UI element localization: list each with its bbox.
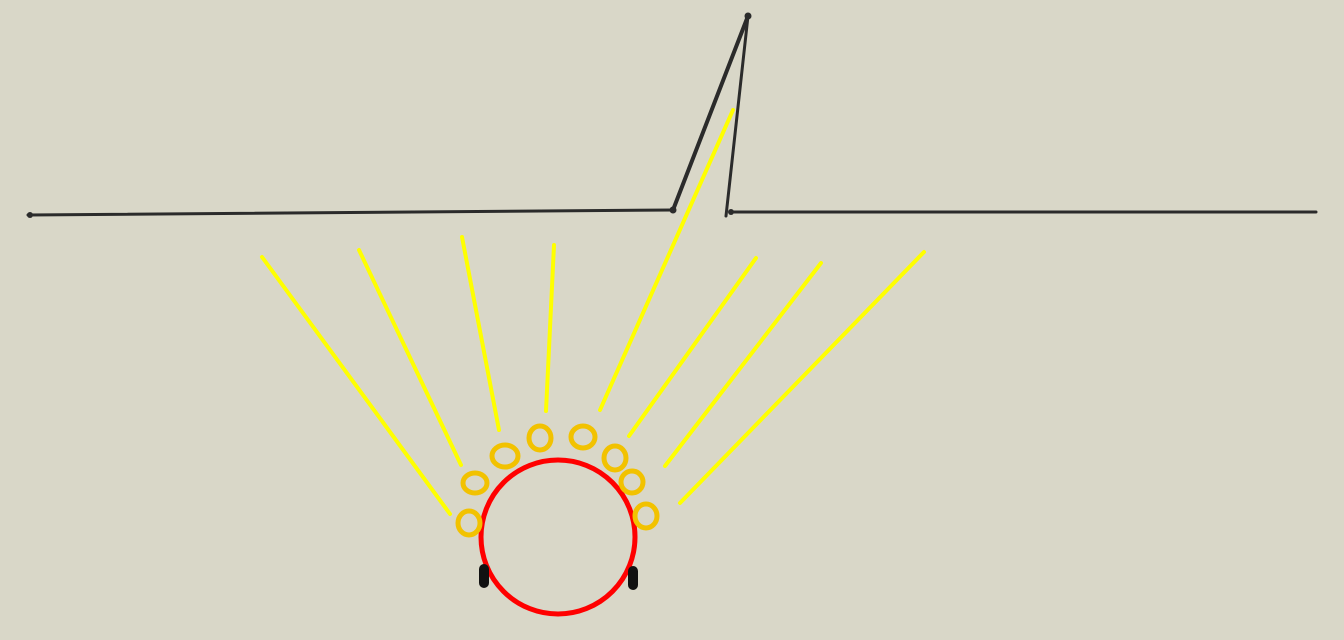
yellow-ring-icon	[571, 426, 595, 448]
yellow-ring-icon	[458, 511, 480, 535]
rays-group	[262, 110, 924, 514]
black-foot-icon	[628, 566, 638, 590]
yellow-ring-icon	[492, 445, 518, 467]
vertex-dot-left	[27, 212, 33, 218]
yellow-ring-icon	[621, 471, 643, 493]
yellow-ring-icon	[635, 504, 657, 528]
black-foot-icon	[479, 564, 489, 588]
vertex-dot-right-start	[728, 209, 734, 215]
yellow-line-icon	[359, 250, 461, 465]
yellow-ring-icon	[529, 426, 551, 450]
yellow-line-icon	[600, 110, 733, 410]
red-circle-icon	[481, 460, 635, 614]
yellow-ring-icon	[604, 446, 626, 470]
vertex-dot-spike-top	[745, 13, 752, 20]
ground-line-left	[28, 210, 673, 215]
yellow-line-icon	[462, 237, 499, 430]
yellow-line-icon	[629, 258, 756, 436]
emitters-group	[458, 426, 657, 535]
yellow-ring-icon	[463, 473, 487, 493]
ground-line-group	[27, 13, 1316, 219]
yellow-line-icon	[546, 245, 554, 411]
vertex-dot-spike-base	[670, 207, 677, 214]
